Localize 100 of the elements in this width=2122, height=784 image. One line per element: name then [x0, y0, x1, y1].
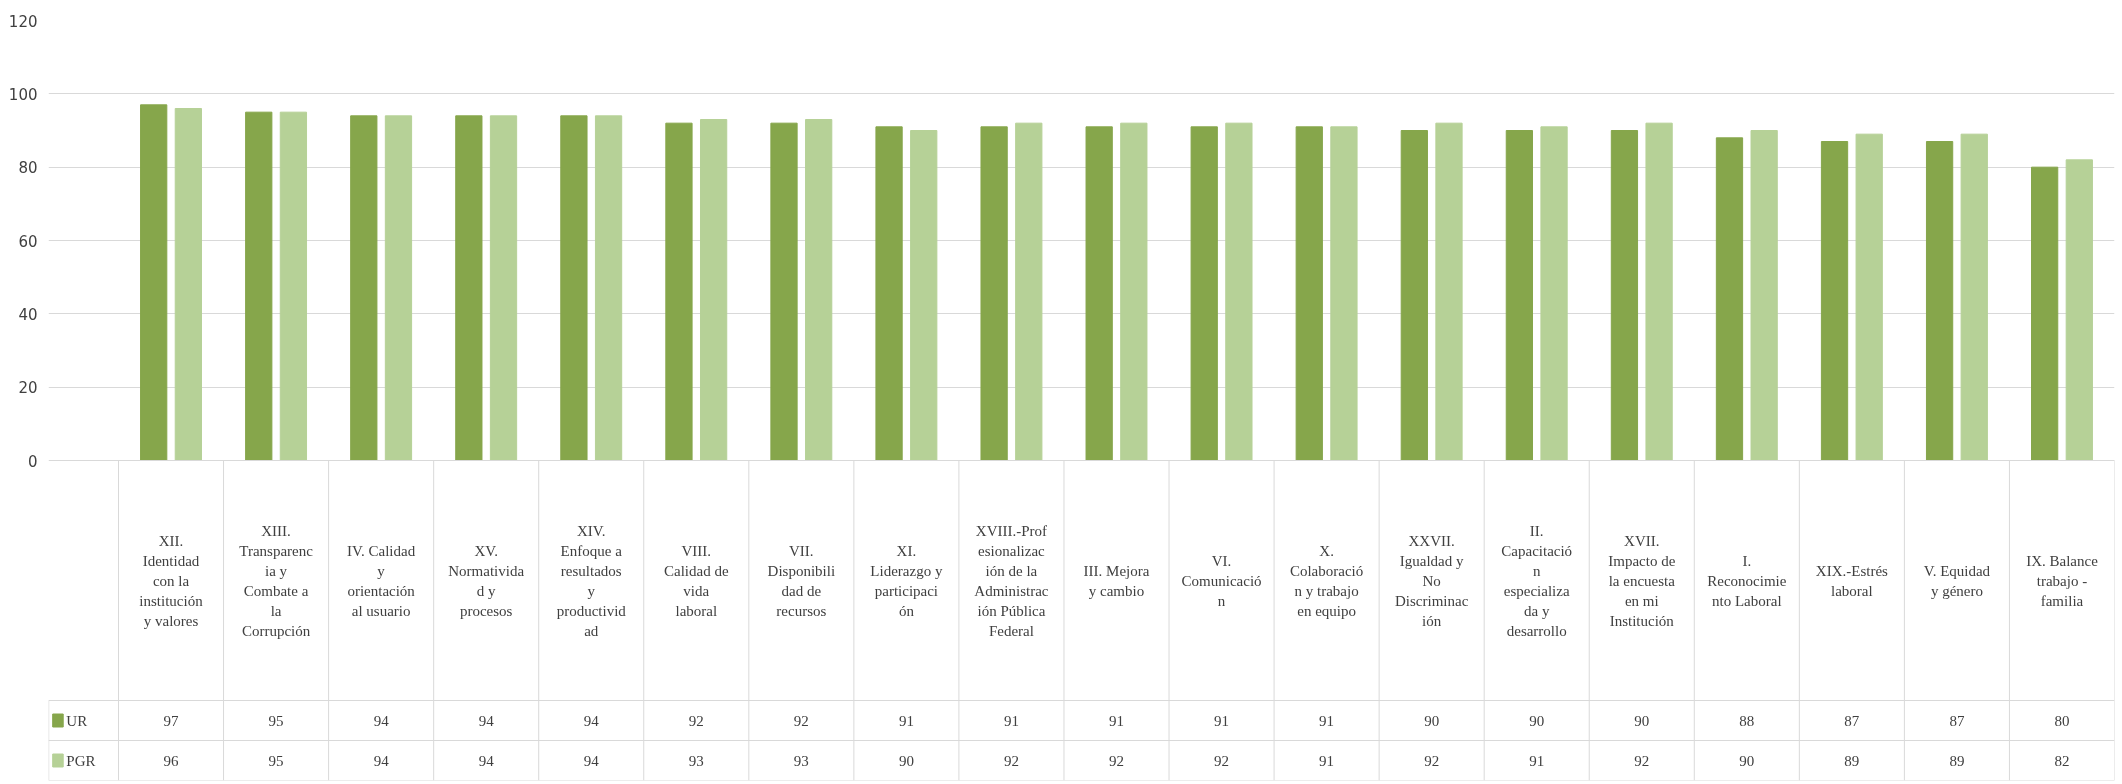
x-tick-label: VI. Comunicación [1181, 552, 1262, 609]
x-tick-label: VIII. Calidad de vida laboral [664, 542, 729, 619]
x-tick-label: XVII. Impacto de la encuesta en mi Institución [1608, 532, 1676, 629]
data-label: 88 [1739, 712, 1755, 729]
x-tick-label: I. Reconocimiento Laboral [1707, 552, 1787, 609]
bar [1295, 126, 1323, 461]
x-tick-label: XVIII.-Profesionalización de la Administración Pública Federal [974, 522, 1049, 639]
bar [2065, 159, 2093, 461]
data-label: 94 [373, 712, 390, 729]
bar [174, 108, 202, 461]
data-label: 90 [1634, 712, 1650, 729]
data-label: 90 [1739, 752, 1755, 769]
bar [770, 122, 798, 461]
bar [805, 119, 833, 461]
data-label: 91 [1109, 712, 1124, 729]
data-label: 87 [1844, 712, 1860, 729]
bar [245, 111, 273, 461]
data-label: 92 [793, 712, 809, 729]
bar [665, 122, 693, 461]
y-tick-label: 40 [18, 305, 38, 324]
bar [1610, 130, 1639, 461]
data-label: 97 [163, 712, 180, 729]
data-label: 90 [898, 752, 914, 769]
data-label: 91 [1214, 712, 1230, 729]
y-tick-label: 120 [8, 12, 38, 31]
bar [489, 115, 518, 461]
data-label: 95 [268, 712, 284, 729]
x-tick-label: XIII. Transparencia y Combate a la Corrupción [239, 522, 314, 639]
data-label: 91 [1319, 712, 1335, 729]
legend-label: PGR [66, 752, 96, 769]
x-tick-label: XIX.-Estrés laboral [1815, 562, 1889, 599]
x-tick-label: XI. Liderazgo y participación [870, 542, 943, 619]
bar [1820, 141, 1849, 461]
data-label: 93 [688, 752, 704, 769]
x-tick-label: XXVII. Igualdad y No Discriminación [1395, 532, 1469, 629]
x-tick-label: III. Mejora y cambio [1083, 562, 1150, 599]
data-label: 92 [1003, 752, 1019, 769]
x-tick-label: X. Colaboración y trabajo en equipo [1289, 542, 1364, 619]
data-label: 91 [1003, 712, 1019, 729]
bar [384, 115, 413, 461]
data-label: 93 [793, 752, 809, 769]
bar [699, 119, 728, 461]
data-label: 94 [583, 712, 600, 729]
x-tick-label: XV. Normatividad y procesos [448, 542, 525, 619]
x-tick-label: XIV. Enfoque a resultados y productividad [556, 522, 627, 639]
y-tick-label: 20 [18, 379, 38, 398]
data-label: 87 [1949, 712, 1965, 729]
bar [1120, 122, 1148, 461]
bar [1645, 122, 1673, 461]
data-label: 94 [478, 752, 495, 769]
y-tick-label: 0 [27, 452, 38, 471]
bar [1435, 122, 1463, 461]
bar [1015, 122, 1043, 461]
data-label: 92 [1214, 752, 1230, 769]
data-label: 92 [1424, 752, 1440, 769]
bar [560, 115, 588, 461]
data-label: 90 [1529, 712, 1545, 729]
bar [1855, 133, 1883, 461]
bar [140, 104, 168, 461]
data-label: 90 [1424, 712, 1440, 729]
data-label: 92 [688, 712, 704, 729]
bar [1400, 130, 1428, 461]
x-tick-label: V. Equidad y género [1923, 562, 1991, 599]
data-label: 95 [268, 752, 284, 769]
legend-label: UR [66, 712, 88, 729]
data-label: 89 [1844, 752, 1860, 769]
data-label: 94 [583, 752, 600, 769]
bar [980, 126, 1008, 461]
data-label: 80 [2054, 712, 2070, 729]
bar [1085, 126, 1113, 461]
bar [455, 115, 483, 461]
bar [1190, 126, 1218, 461]
bar [1225, 122, 1253, 461]
bar [1925, 141, 1954, 461]
data-label: 94 [478, 712, 495, 729]
data-label: 94 [373, 752, 390, 769]
data-label: 89 [1949, 752, 1965, 769]
bar [1540, 126, 1568, 461]
data-label: 92 [1634, 752, 1650, 769]
x-tick-label: XII. Identidad con la institución y valores [139, 532, 204, 629]
bar [1330, 126, 1358, 461]
data-label: 92 [1109, 752, 1124, 769]
data-label: 91 [1319, 752, 1335, 769]
y-tick-label: 100 [8, 85, 38, 104]
y-tick-label: 60 [18, 232, 38, 251]
bar [1715, 137, 1744, 461]
bar [2031, 166, 2059, 461]
bar [594, 115, 623, 461]
x-tick-label: IX. Balance trabajo - familia [2026, 552, 2099, 609]
data-label: 82 [2054, 752, 2070, 769]
y-tick-label: 80 [18, 159, 38, 178]
bar [875, 126, 903, 461]
bar [1960, 133, 1988, 461]
bar [910, 130, 938, 461]
bar [350, 115, 378, 461]
x-tick-label: IV. Calidad y orientación al usuario [347, 542, 416, 619]
data-label: 96 [163, 752, 180, 769]
bar [279, 111, 308, 461]
bar [1750, 130, 1778, 461]
data-label: 91 [1529, 752, 1545, 769]
